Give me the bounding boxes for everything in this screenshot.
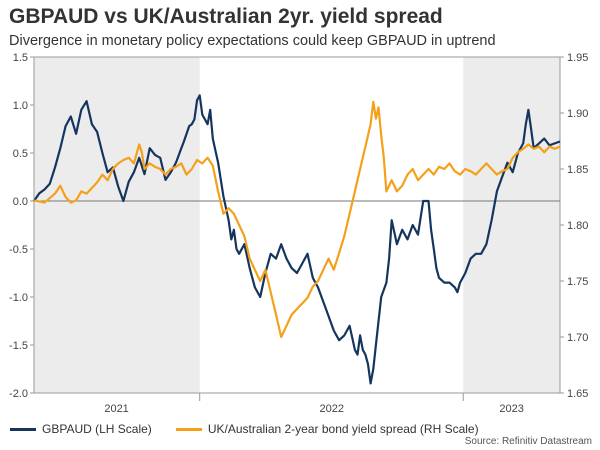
right-tick-label: 1.95 [567,52,588,64]
plot-frame [33,56,561,394]
left-tick-label: 1.0 [13,100,28,112]
right-tick-label: 1.65 [567,388,588,400]
legend-swatch-yield-spread [175,427,202,431]
right-tick-label: 1.85 [567,164,588,176]
legend-swatch-gbpaud [10,427,36,431]
x-tick-label-2021: 2021 [104,403,128,415]
chart-title: GBPAUD vs UK/Australian 2yr. yield sprea… [9,5,443,28]
legend-item-gbpaud: GBPAUD (LH Scale) [10,422,152,436]
left-tick-label: -2.0 [9,388,28,400]
chart-legend: GBPAUD (LH Scale) UK/Australian 2-year b… [10,422,503,436]
legend-label-gbpaud: GBPAUD (LH Scale) [42,422,152,436]
left-tick-label: 1.5 [13,52,28,64]
series-line-gbpaud [33,94,561,385]
legend-item-yield-spread: UK/Australian 2-year bond yield spread (… [175,422,479,436]
left-tick-label: -0.5 [9,244,28,256]
source-note: Source: Refinitiv Datastream [464,436,592,447]
x-tick-label-2022: 2022 [319,403,343,415]
chart-subtitle: Divergence in monetary policy expectatio… [9,33,496,49]
left-tick-label: -1.0 [9,292,28,304]
shaded-period-2023 [463,57,560,393]
left-tick-label: -1.5 [9,340,28,352]
left-tick-label: 0.0 [13,196,28,208]
x-tick-label-2023: 2023 [499,403,523,415]
series-line-yield-spread [33,100,561,339]
left-tick-label: 0.5 [13,148,28,160]
right-tick-label: 1.75 [567,276,588,288]
shaded-period-2021 [34,57,200,393]
right-tick-label: 1.90 [567,108,588,120]
legend-label-yield-spread: UK/Australian 2-year bond yield spread (… [207,422,479,436]
right-tick-label: 1.70 [567,332,588,344]
right-tick-label: 1.80 [567,220,588,232]
